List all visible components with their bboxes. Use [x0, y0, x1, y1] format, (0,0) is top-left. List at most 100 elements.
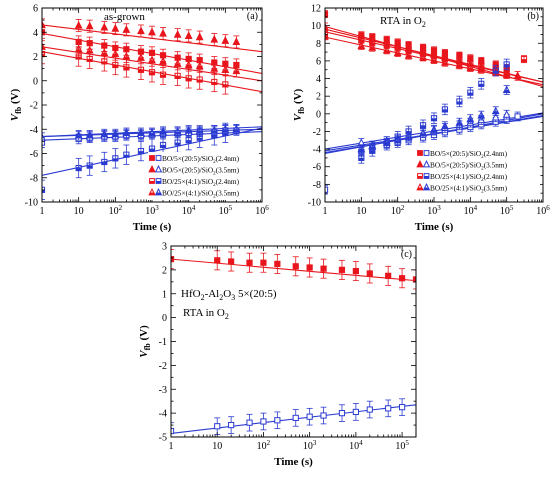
marker-half-fill	[369, 150, 375, 154]
data-point	[148, 128, 156, 136]
data-point	[195, 61, 204, 70]
y-tick-label: -1	[159, 337, 167, 348]
data-point	[260, 259, 267, 266]
data-point	[232, 124, 241, 133]
x-tick-label: 103	[145, 204, 159, 217]
data-point	[86, 162, 93, 169]
data-point	[456, 98, 463, 105]
data-point	[502, 109, 511, 118]
data-point	[292, 263, 299, 270]
x-tick-base: 10	[500, 206, 510, 217]
legend-label: BO/5×(20:5)/SiO2​(2.4nm)	[430, 149, 508, 160]
data-point	[478, 80, 485, 87]
data-point	[122, 25, 131, 33]
legend-entry: BO/25×(4:1)/SiO2​(3.5nm)	[148, 187, 240, 200]
y-tick-label: 0	[162, 313, 167, 324]
data-point	[441, 106, 449, 113]
marker-half-fill	[112, 134, 119, 137]
sample-text: 5×(20:5)	[235, 288, 277, 300]
data-point	[338, 410, 346, 417]
data-point	[111, 129, 120, 138]
x-tick-label: 102	[257, 439, 271, 452]
legend-label: BO/25×(4:1)/SiO2​(2.4nm)	[430, 172, 508, 183]
data-point	[491, 106, 500, 115]
x-tick-exponent: 6	[546, 204, 550, 212]
data-point	[477, 110, 486, 119]
marker-half-fill	[358, 149, 365, 152]
legend-entry: BO/5×(20:5)/SiO2​(3.5nm)	[416, 159, 508, 172]
y-axis-title-subscript: fb	[14, 106, 23, 114]
x-axis-title-text: Time (s)	[133, 221, 172, 233]
data-point	[85, 130, 94, 139]
x-tick-base: 10	[395, 441, 405, 452]
legend-entry: BO/25×(4:1)/SiO2​(2.4nm)	[149, 177, 240, 188]
y-tick-label: 8	[316, 39, 321, 50]
x-tick-base: 10	[349, 441, 359, 452]
data-point	[74, 20, 83, 29]
marker-half-fill	[175, 75, 181, 79]
marker-half-fill	[196, 66, 203, 69]
marker-half-fill	[112, 64, 118, 68]
marker-half-fill	[394, 140, 401, 143]
legend-text-part: (2.4nm)	[484, 172, 508, 181]
data-point	[214, 257, 221, 264]
y-tick-label: -10	[25, 198, 38, 209]
x-tick-base: 10	[212, 441, 222, 452]
data-point	[466, 63, 475, 72]
marker-half-fill	[123, 67, 129, 71]
data-point	[417, 150, 423, 156]
y-axis-title-unit: (V)	[138, 325, 150, 343]
data-point	[42, 42, 46, 50]
x-axis-title: Time (s)	[133, 221, 172, 233]
legend-label: BO/25×(4:1)/SiO2​(3.5nm)	[430, 184, 508, 195]
y-tick-label: -8	[313, 180, 321, 191]
x-tick-base: 10	[109, 206, 119, 217]
data-point	[430, 55, 438, 64]
data-point	[393, 48, 402, 57]
x-tick-base: 10	[145, 206, 155, 217]
x-tick-base: 10	[74, 206, 84, 217]
y-tick-label: 0	[33, 76, 38, 87]
sample-subscript: 2	[201, 293, 205, 302]
y-tick-label: -4	[313, 145, 321, 156]
data-point	[74, 130, 83, 139]
y-tick-label: 2	[162, 265, 167, 276]
panel-label: (b)	[527, 11, 539, 22]
marker-half-fill	[76, 168, 82, 171]
data-point	[292, 414, 299, 421]
data-point	[149, 178, 155, 184]
data-point	[366, 406, 373, 413]
marker-half-fill	[137, 57, 145, 61]
legend-entry: BO/25×(4:1)/SiO2​(3.5nm)	[416, 182, 508, 195]
legend: BO/5×(20:5)/SiO2​(2.4nm)BO/5×(20:5)/SiO2…	[416, 147, 540, 195]
data-point	[455, 117, 464, 126]
x-tick-label: 104	[182, 204, 196, 217]
x-tick-exponent: 2	[119, 204, 123, 212]
marker-half-fill	[197, 137, 203, 141]
data-point	[320, 412, 327, 419]
data-point	[112, 61, 119, 69]
x-tick-base: 10	[257, 441, 267, 452]
data-point	[513, 71, 522, 79]
data-point	[417, 173, 423, 179]
condition-label: RTA in O2	[380, 15, 426, 29]
marker-half-fill	[101, 134, 108, 137]
marker-half-fill	[149, 72, 155, 75]
condition-text: RTA in O	[183, 307, 225, 319]
data-point	[357, 41, 366, 50]
marker-half-fill	[185, 64, 192, 68]
marker-half-fill	[405, 136, 412, 140]
data-point	[368, 42, 377, 51]
y-tick-label: 12	[311, 4, 321, 15]
data-point	[419, 122, 427, 129]
condition-text: RTA in O	[380, 15, 422, 27]
legend-subscript: 2	[481, 166, 484, 172]
marker-half-fill	[456, 65, 463, 68]
x-tick-label: 1	[169, 441, 174, 452]
marker-half-fill	[430, 60, 438, 63]
marker-half-fill	[358, 45, 365, 49]
sample-label: HfO2-Al2O3 5×(20:5)	[181, 288, 277, 302]
data-point	[137, 26, 145, 35]
x-tick-label: 104	[464, 204, 478, 217]
